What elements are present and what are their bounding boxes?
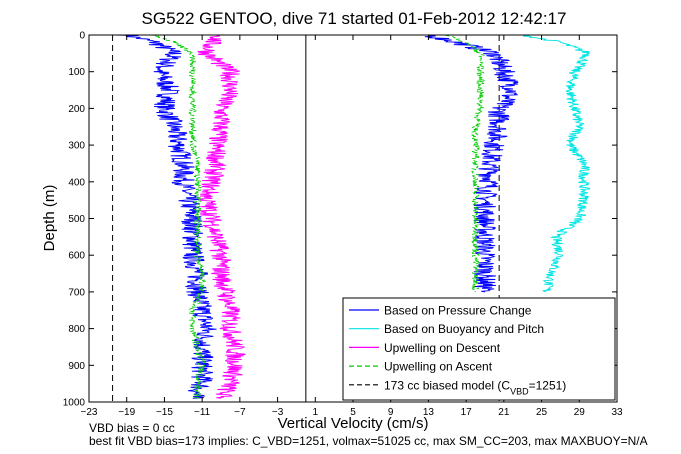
legend-label-1: Based on Pressure Change [384,304,532,318]
y-axis-label: Depth (m) [41,185,58,252]
x-tick-label: 13 [423,407,435,418]
x-tick-label: −23 [81,407,98,418]
y-tick-label: 1000 [63,398,86,409]
y-tick-label: 600 [68,251,85,262]
axes-layer: −23 −19 −15 −11 −7 −3 1 5 9 13 17 21 25 29 33 0 100 200 30… [63,31,623,419]
series-line-2-1 [522,34,591,293]
x-tick-label: 21 [498,407,510,418]
series-line-4-2 [445,34,486,293]
x-axis-label: Vertical Velocity (cm/s) [278,415,429,432]
series-line-3-1 [197,34,246,399]
vbd-bias-note: VBD bias = 0 cc [89,421,175,435]
y-tick-label: 900 [68,361,85,372]
x-tick-label: 5 [350,407,356,418]
best-fit-note: best fit VBD bias=173 implies: C_VBD=125… [89,434,648,448]
x-tick-label: 25 [536,407,548,418]
x-tick-label: 9 [388,407,394,418]
y-tick-label: 200 [68,104,85,115]
x-tick-label: −15 [156,407,173,418]
y-tick-label: 800 [68,324,85,335]
legend-label-4: Upwelling on Ascent [384,360,493,374]
y-tick-label: 700 [68,287,85,298]
y-tick-label: 100 [68,67,85,78]
data-layer [112,34,591,402]
legend-label-2: Based on Buoyancy and Pitch [384,322,544,336]
x-tick-label: −7 [234,407,246,418]
legend: Based on Pressure Change Based on Buoyanc… [342,297,616,401]
y-tick-label: 0 [79,31,85,42]
legend-box [342,297,616,401]
y-tick-label: 500 [68,214,85,225]
x-tick-label: −3 [272,407,284,418]
legend-label-3: Upwelling on Descent [384,341,501,355]
x-tick-label: −19 [118,407,135,418]
x-tick-label: −11 [194,407,211,418]
series-line-1-2 [424,34,519,293]
series-line-1-1 [115,34,217,399]
x-tick-label: 1 [313,407,319,418]
x-tick-label: 29 [574,407,586,418]
y-tick-label: 300 [68,141,85,152]
x-tick-label: 33 [611,407,623,418]
x-tick-label: 17 [461,407,473,418]
series-line-4-1 [152,34,208,399]
y-tick-label: 400 [68,177,85,188]
chart-title: SG522 GENTOO, dive 71 started 01-Feb-201… [142,9,567,28]
